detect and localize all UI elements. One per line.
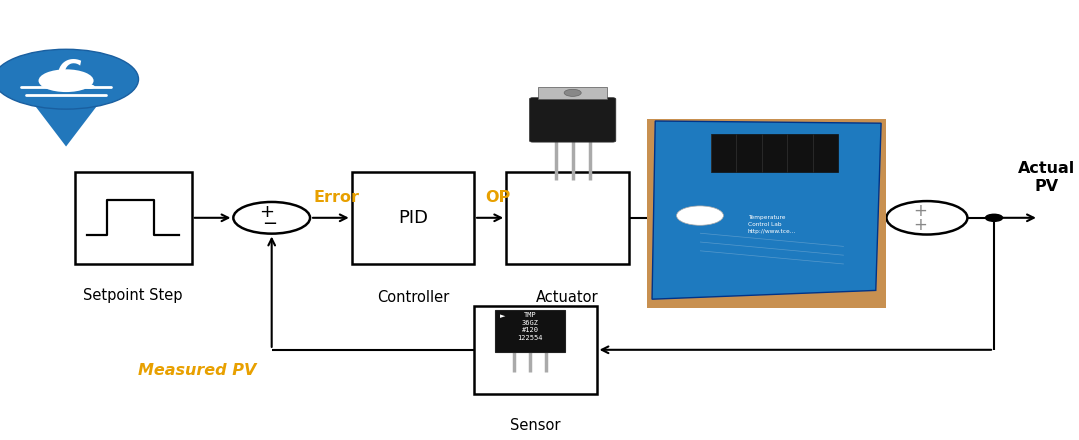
- FancyBboxPatch shape: [352, 172, 474, 264]
- FancyBboxPatch shape: [74, 172, 192, 264]
- Text: Controller: Controller: [377, 290, 449, 304]
- Circle shape: [39, 70, 94, 92]
- Circle shape: [0, 49, 138, 109]
- Circle shape: [887, 201, 968, 235]
- Circle shape: [84, 84, 95, 89]
- Text: Setpoint Step: Setpoint Step: [83, 288, 183, 303]
- FancyBboxPatch shape: [538, 87, 607, 99]
- FancyBboxPatch shape: [506, 172, 629, 264]
- Polygon shape: [652, 121, 882, 299]
- Text: Actual
PV: Actual PV: [1017, 161, 1075, 194]
- Text: C: C: [57, 59, 82, 92]
- Text: +: +: [259, 203, 274, 221]
- Text: OP: OP: [484, 191, 510, 205]
- Circle shape: [233, 202, 310, 234]
- Text: +: +: [914, 202, 928, 220]
- FancyBboxPatch shape: [474, 306, 597, 394]
- Text: +: +: [914, 216, 928, 234]
- FancyBboxPatch shape: [495, 310, 564, 352]
- FancyBboxPatch shape: [530, 98, 616, 142]
- Circle shape: [50, 84, 60, 89]
- Text: PID: PID: [398, 209, 428, 227]
- Text: Measured PV: Measured PV: [138, 363, 257, 378]
- Text: Sensor: Sensor: [510, 418, 561, 433]
- Text: Error: Error: [314, 191, 359, 205]
- Circle shape: [677, 206, 723, 225]
- Text: Actuator: Actuator: [536, 290, 599, 304]
- Text: −: −: [262, 216, 277, 234]
- FancyBboxPatch shape: [711, 134, 838, 172]
- Circle shape: [985, 214, 1002, 221]
- Text: ►: ►: [500, 313, 505, 319]
- Circle shape: [564, 89, 582, 96]
- Text: Temperature
Control Lab
http://www.tce...: Temperature Control Lab http://www.tce..…: [748, 215, 796, 234]
- FancyBboxPatch shape: [646, 119, 887, 308]
- Polygon shape: [26, 94, 106, 147]
- Text: TMP
36GZ
#120
122554: TMP 36GZ #120 122554: [517, 312, 543, 341]
